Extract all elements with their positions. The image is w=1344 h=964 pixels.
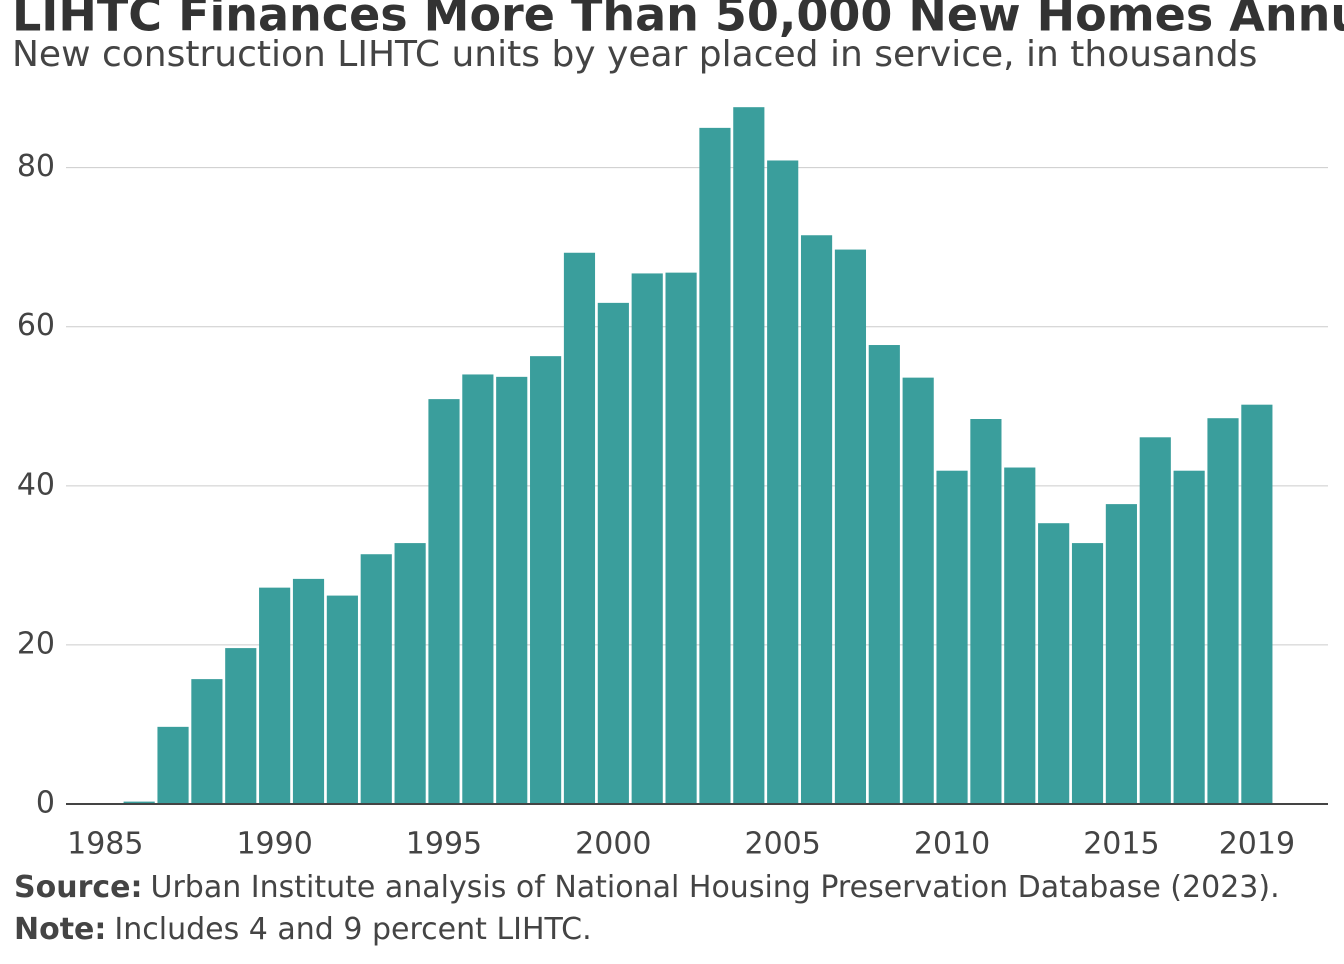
bar <box>123 801 155 804</box>
x-tick-label: 1995 <box>406 827 482 862</box>
note-text: Includes 4 and 9 percent LIHTC. <box>114 912 591 947</box>
bar <box>1038 523 1070 804</box>
chart-title: LIHTC Finances More Than 50,000 New Home… <box>12 0 1344 42</box>
x-tick-label: 1985 <box>67 827 143 862</box>
x-tick-label: 2010 <box>914 827 990 862</box>
bar <box>292 578 325 804</box>
chart-subtitle: New construction LIHTC units by year pla… <box>12 34 1257 75</box>
note: Note: Includes 4 and 9 percent LIHTC. <box>14 912 592 947</box>
bar <box>1004 467 1036 804</box>
bar <box>1071 543 1104 804</box>
bar <box>665 272 697 804</box>
bar <box>157 726 189 804</box>
bar <box>428 399 460 804</box>
bar <box>1207 418 1239 804</box>
bar <box>936 470 968 804</box>
bar <box>496 376 528 804</box>
bar <box>970 419 1002 804</box>
x-tick-label: 1990 <box>236 827 312 862</box>
bar <box>767 160 799 804</box>
bar <box>563 252 596 804</box>
y-tick-label: 60 <box>17 308 55 343</box>
source-label: Source: <box>14 870 143 905</box>
bar <box>631 273 663 804</box>
y-tick-label: 40 <box>17 467 55 502</box>
bar <box>834 249 867 804</box>
x-tick-label: 2005 <box>745 827 821 862</box>
bar <box>1241 404 1273 804</box>
bar <box>699 127 731 804</box>
bar <box>360 554 392 804</box>
bar <box>530 356 562 804</box>
bar <box>1139 437 1171 804</box>
x-tick-label: 2015 <box>1083 827 1159 862</box>
bar <box>597 302 629 804</box>
bar <box>868 345 900 804</box>
bar <box>800 235 833 804</box>
y-tick-label: 0 <box>36 786 55 821</box>
bar <box>902 377 934 804</box>
bar <box>733 107 765 804</box>
note-label: Note: <box>14 912 106 947</box>
bar <box>191 679 223 804</box>
bar <box>326 595 358 804</box>
bar <box>225 648 257 804</box>
bar <box>259 587 291 804</box>
x-tick-label: 2019 <box>1219 827 1295 862</box>
bar <box>462 374 494 804</box>
bar <box>1105 504 1137 804</box>
bar <box>1173 470 1205 804</box>
bar <box>394 543 426 804</box>
y-tick-label: 80 <box>17 149 55 184</box>
x-tick-label: 2000 <box>575 827 651 862</box>
source-text: Urban Institute analysis of National Hou… <box>151 870 1280 905</box>
y-tick-label: 20 <box>17 626 55 661</box>
source: Source: Urban Institute analysis of Natio… <box>14 870 1280 905</box>
